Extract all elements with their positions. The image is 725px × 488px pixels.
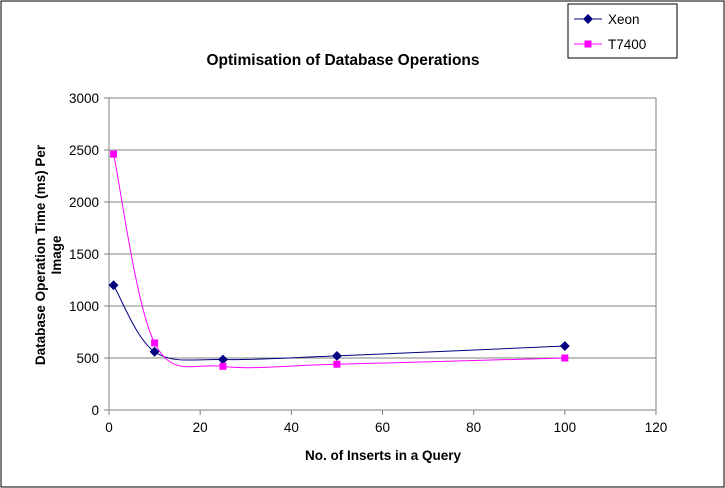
y-tick-label-2: 1000 xyxy=(69,299,99,314)
series-line-xeon xyxy=(113,284,565,361)
y-tick-label-3: 1500 xyxy=(69,247,99,262)
chart-title: Optimisation of Database Operations xyxy=(206,52,479,69)
y-tick-label-1: 500 xyxy=(76,351,99,366)
y-tick-label-0: 0 xyxy=(91,403,99,418)
point-t7400-3 xyxy=(333,360,341,368)
legend-marker-xeon xyxy=(583,14,593,24)
y-tick-label-4: 2000 xyxy=(69,195,99,210)
x-axis-title: No. of Inserts in a Query xyxy=(305,448,462,463)
series-line-t7400 xyxy=(113,154,565,369)
x-tick-label-6: 120 xyxy=(645,420,668,435)
y-axis-title-line-1: Database Operation Time (ms) Per xyxy=(33,144,48,365)
point-xeon-3 xyxy=(331,350,342,361)
series-t7400 xyxy=(110,150,569,370)
point-t7400-4 xyxy=(561,354,569,362)
x-tick-label-5: 100 xyxy=(554,420,577,435)
point-xeon-2 xyxy=(218,354,228,365)
legend-box xyxy=(567,3,678,59)
legend-label-t7400: T7400 xyxy=(608,37,646,52)
y-axis-title-line-2: Image xyxy=(49,235,64,275)
point-t7400-1 xyxy=(151,339,159,347)
legend-marker-t7400 xyxy=(584,40,592,48)
point-t7400-2 xyxy=(219,362,227,370)
x-tick-label-2: 40 xyxy=(284,420,299,435)
y-axis-title: Database Operation Time (ms) Per Image xyxy=(33,144,64,365)
point-xeon-4 xyxy=(559,341,570,351)
y-tick-label-5: 2500 xyxy=(69,143,99,158)
x-tick-label-3: 60 xyxy=(375,420,390,435)
x-tick-label-4: 80 xyxy=(466,420,481,435)
axes: 0 500 1000 1500 2000 2500 3000 0 20 40 60 80 100 120 xyxy=(69,91,667,435)
x-tick-label-0: 0 xyxy=(105,420,113,435)
point-xeon-1 xyxy=(149,346,160,357)
legend: Xeon T7400 xyxy=(567,3,678,59)
series-xeon xyxy=(108,280,570,365)
series-layer xyxy=(108,150,570,370)
y-tick-label-6: 3000 xyxy=(69,91,99,106)
legend-label-xeon: Xeon xyxy=(608,12,640,27)
point-t7400-0 xyxy=(110,150,118,158)
x-tick-label-1: 20 xyxy=(193,420,208,435)
